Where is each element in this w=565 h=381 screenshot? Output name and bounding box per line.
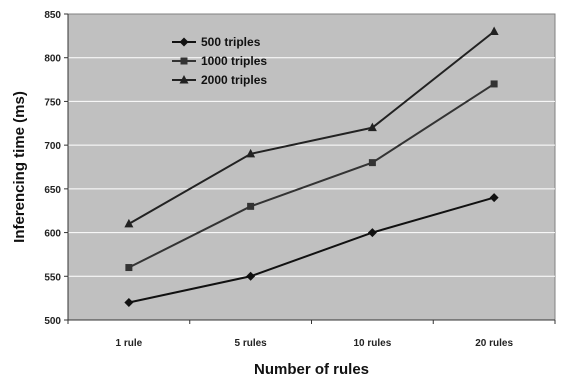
series-group <box>124 26 499 308</box>
x-tick-label: 1 rule <box>116 338 143 349</box>
x-axis-ticks: 1 rule 5 rules 10 rules 20 rules <box>67 319 556 349</box>
x-tick-label: 5 rules <box>235 338 268 349</box>
data-point <box>490 80 498 88</box>
legend-marker <box>179 75 189 84</box>
series-line <box>128 30 495 225</box>
data-point <box>368 159 376 167</box>
data-point <box>125 264 133 272</box>
legend-label: 2000 triples <box>201 73 267 87</box>
plot-area <box>67 13 556 321</box>
series-line <box>128 83 495 269</box>
legend-item: 1000 triples <box>172 54 267 68</box>
legend-label: 500 triples <box>201 35 261 49</box>
x-tick-label: 20 rules <box>475 338 513 349</box>
y-tick-label: 800 <box>44 54 61 65</box>
legend-item: 2000 triples <box>172 73 267 87</box>
y-tick-label: 750 <box>44 97 61 108</box>
data-point <box>367 122 377 132</box>
legend-item: 500 triples <box>172 35 261 49</box>
y-tick-label: 650 <box>44 185 61 196</box>
y-tick-label: 600 <box>44 229 61 240</box>
data-point <box>124 218 134 228</box>
gridlines <box>68 57 555 277</box>
data-point <box>247 202 255 210</box>
series-3 <box>124 26 499 228</box>
x-axis-title: Number of rules <box>254 361 369 378</box>
data-point <box>124 298 134 308</box>
x-tick-label: 10 rules <box>353 338 391 349</box>
y-tick-label: 500 <box>44 316 61 327</box>
data-point <box>489 26 499 35</box>
data-point <box>246 148 256 158</box>
series-2 <box>125 80 498 272</box>
y-tick-label: 550 <box>44 272 61 283</box>
legend-label: 1000 triples <box>201 54 267 68</box>
legend-marker <box>180 57 188 65</box>
y-tick-label: 700 <box>44 141 61 152</box>
series-1 <box>124 193 499 308</box>
y-axis-title: Inferencing time (ms) <box>11 91 28 243</box>
legend-marker <box>179 37 189 47</box>
y-axis-ticks: 500 550 600 650 700 750 800 850 <box>44 10 69 327</box>
data-point <box>489 193 499 203</box>
series-line <box>128 196 495 304</box>
y-tick-label: 850 <box>44 10 61 21</box>
data-point <box>367 228 377 238</box>
legend: 500 triples 1000 triples 2000 triples <box>172 35 267 87</box>
data-point <box>246 271 256 281</box>
